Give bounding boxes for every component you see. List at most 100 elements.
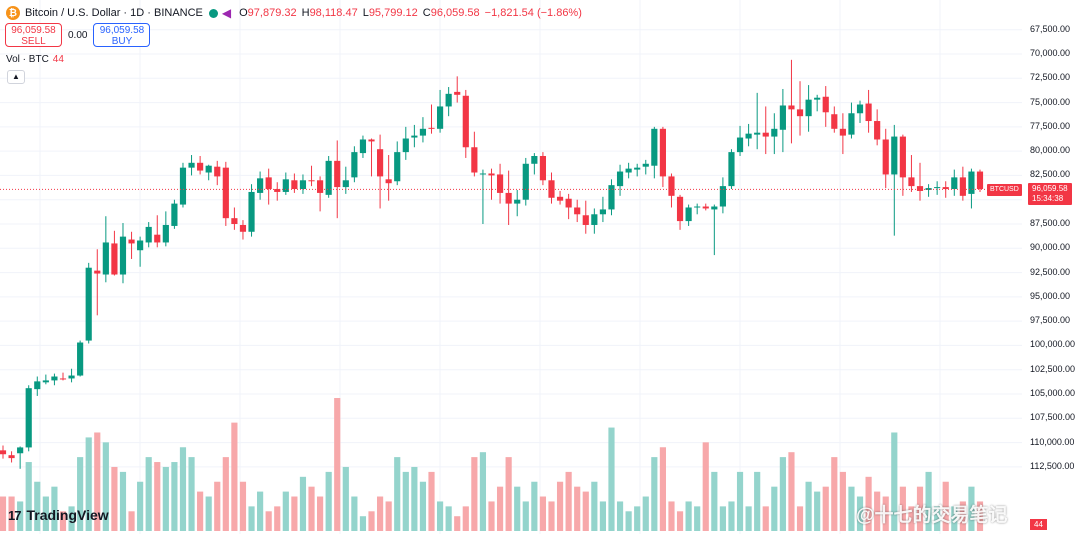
volume-bar (882, 496, 889, 531)
volume-bar (779, 457, 786, 531)
candle (651, 126, 658, 179)
volume-bar (522, 501, 529, 531)
volume-bar (462, 506, 469, 531)
candle-body (248, 191, 255, 232)
volume-bar (754, 471, 761, 531)
candle-body (848, 113, 855, 135)
volume-bar (145, 457, 152, 531)
bitcoin-coin-icon: ₿ (6, 6, 20, 20)
volume-bar (719, 506, 726, 531)
candle-body (411, 135, 418, 138)
buy-label: BUY (111, 36, 133, 47)
sell-label: SELL (21, 36, 46, 47)
candle (591, 208, 598, 234)
candle (325, 156, 332, 198)
volume-bar (188, 457, 195, 531)
candle (377, 134, 384, 209)
candle-body (342, 180, 349, 188)
candle-body (839, 128, 846, 136)
price-axis-tick: 107,500.00 (1030, 412, 1076, 423)
volume-bar (317, 496, 324, 531)
candle (291, 173, 298, 193)
candle (856, 100, 864, 123)
candle-body (111, 243, 118, 275)
tradingview-logo[interactable]: 17 TradingView (8, 507, 109, 523)
candle (385, 155, 392, 201)
volume-bar (908, 506, 915, 531)
candle-body (257, 178, 264, 193)
candle-body (145, 226, 152, 243)
candle-body (51, 376, 58, 381)
candle (128, 231, 135, 259)
candle-body (214, 166, 221, 177)
volume-bar (702, 442, 709, 531)
candle-body (899, 136, 906, 178)
candle-body (745, 133, 752, 139)
candle (59, 372, 67, 381)
volume-bar (488, 501, 495, 531)
candle-body (68, 375, 75, 379)
volume-bar (325, 471, 332, 531)
candle (522, 157, 529, 206)
candle-body (394, 152, 401, 182)
candle-body (325, 160, 332, 195)
candle-body (711, 206, 718, 210)
volume-bar (676, 511, 684, 531)
candle (8, 451, 15, 463)
spread-value: 0.00 (68, 29, 88, 41)
close-label: C (422, 7, 431, 19)
price-axis-tick: 72,500.00 (1030, 72, 1071, 83)
candle-body (959, 177, 966, 196)
candle-body (702, 206, 709, 209)
candle (968, 168, 975, 209)
volume-bar (822, 486, 829, 531)
buy-price: 96,059.58 (99, 25, 145, 36)
candle-body (762, 132, 769, 137)
open-value: 97,879.32 (247, 7, 297, 19)
candle-body (119, 236, 127, 275)
trade-panel: 96,059.58 SELL 0.00 96,059.58 BUY (5, 23, 151, 47)
volume-bar (51, 486, 58, 531)
candle (882, 128, 889, 189)
volume-bar (865, 476, 872, 531)
candle (205, 164, 212, 181)
candle (565, 193, 572, 220)
price-axis-tick: 95,000.00 (1030, 290, 1071, 301)
volume-bar (68, 506, 75, 531)
volume-bar (634, 506, 641, 531)
volume-bar (496, 486, 504, 531)
indicator-arrow-icon[interactable]: ◀ (221, 6, 232, 20)
candle-body (488, 173, 495, 176)
candle-body (445, 93, 452, 107)
candle-body (291, 180, 298, 190)
volume-bar (625, 511, 632, 531)
candle (102, 216, 109, 283)
high-label: H (301, 7, 310, 19)
candle (608, 179, 615, 216)
candle (111, 230, 118, 276)
symbol-title[interactable]: Bitcoin / U.S. Dollar · 1D · BINANCE (25, 7, 203, 19)
chevron-up-icon[interactable]: ▲ (7, 70, 25, 84)
buy-button[interactable]: 96,059.58 BUY (93, 23, 151, 47)
candle-body (8, 455, 15, 459)
candle-body (428, 127, 435, 129)
price-axis-tick: 70,000.00 (1030, 48, 1071, 58)
volume-bar (214, 481, 221, 531)
volume-bar (282, 491, 289, 531)
candle (582, 200, 589, 234)
candle (137, 236, 144, 267)
candle (822, 86, 829, 127)
sell-button[interactable]: 96,059.58 SELL (5, 23, 62, 47)
candle (299, 174, 307, 194)
candle (445, 87, 452, 117)
volume-bar (874, 491, 881, 531)
candle (85, 262, 92, 344)
price-axis-tick: 67,500.00 (1030, 23, 1071, 34)
candle (848, 102, 855, 139)
candle-body (599, 209, 606, 215)
volume-bar (274, 506, 281, 531)
candle-body (668, 176, 675, 196)
candle (839, 113, 846, 155)
volume-legend[interactable]: Vol · BTC 44 (6, 54, 64, 65)
